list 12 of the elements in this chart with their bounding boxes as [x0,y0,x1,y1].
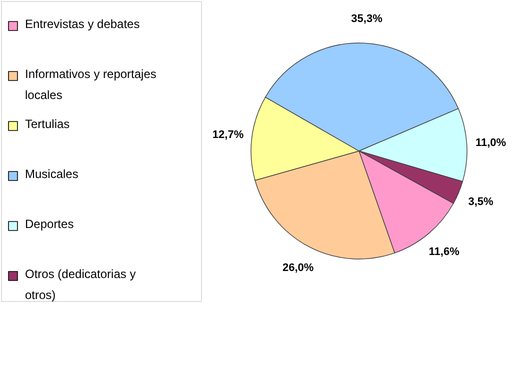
legend-label: Musicales [25,167,78,181]
legend-label: Entrevistas y debates [25,17,140,31]
data-label: 35,3% [351,13,383,26]
data-label: 3,5% [468,196,494,208]
legend-label: Otros (dedicatorias y otros) [25,267,136,302]
data-label: 11,6% [428,246,460,258]
data-label: 26,0% [282,262,314,274]
legend-label: Informativos y reportajes locales [25,67,156,102]
legend-label: Tertulias [25,117,70,131]
data-label: 11,0% [475,137,506,150]
legend-label: Deportes [25,217,74,231]
data-label: 12,7% [212,128,244,141]
